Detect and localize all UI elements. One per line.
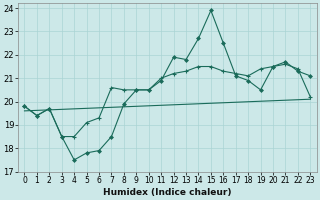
X-axis label: Humidex (Indice chaleur): Humidex (Indice chaleur) xyxy=(103,188,232,197)
